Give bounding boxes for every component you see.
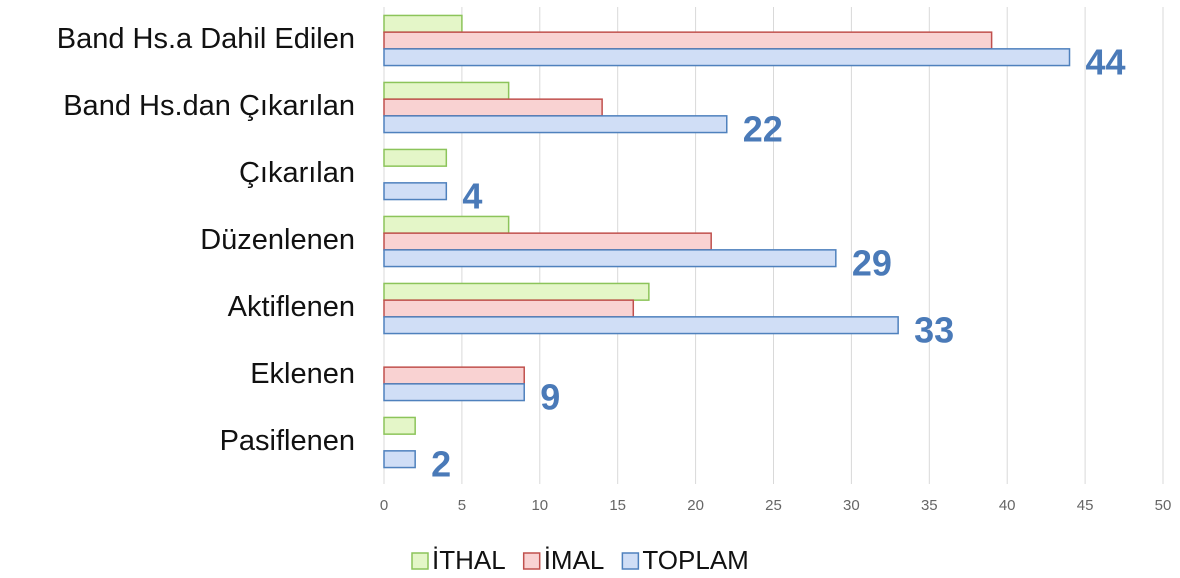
legend-label: TOPLAM	[642, 545, 748, 575]
category-label: Band Hs.a Dahil Edilen	[57, 23, 355, 55]
bar	[383, 182, 448, 201]
category-label: Aktiflenen	[228, 291, 355, 323]
bar	[383, 316, 899, 335]
legend-swatch	[522, 552, 541, 570]
bar	[383, 48, 1071, 67]
data-label: 4	[462, 176, 482, 217]
bar	[383, 366, 525, 385]
x-tick-label: 40	[999, 497, 1016, 514]
category-label: Band Hs.dan Çıkarılan	[63, 90, 355, 122]
bar	[383, 14, 463, 33]
bar	[383, 81, 510, 100]
bar	[383, 282, 650, 301]
legend-swatch	[621, 552, 640, 570]
x-tick-label: 50	[1155, 497, 1172, 514]
x-tick-label: 15	[609, 497, 626, 514]
bar	[383, 148, 448, 167]
x-tick-label: 10	[531, 497, 548, 514]
x-tick-label: 0	[380, 497, 388, 514]
bar	[383, 232, 712, 251]
bar	[383, 299, 635, 318]
data-label: 2	[431, 444, 451, 485]
x-tick-label: 25	[765, 497, 782, 514]
x-tick-label: 20	[687, 497, 704, 514]
legend-swatch	[411, 552, 429, 570]
bar	[383, 416, 416, 435]
x-tick-label: 30	[843, 497, 860, 514]
bar	[383, 383, 525, 402]
data-label: 44	[1086, 42, 1126, 83]
category-label: Çıkarılan	[239, 157, 355, 189]
bar	[383, 98, 603, 117]
category-label: Eklenen	[250, 358, 355, 390]
data-label: 33	[914, 310, 954, 351]
bar	[383, 450, 416, 469]
bar	[383, 115, 728, 134]
x-tick-label: 35	[921, 497, 938, 514]
bar	[383, 215, 510, 234]
category-label: Düzenlenen	[200, 224, 355, 256]
category-label: Pasiflenen	[220, 425, 355, 457]
bar	[383, 249, 837, 268]
data-label: 29	[852, 243, 892, 284]
data-label: 9	[540, 377, 560, 418]
data-label: 22	[743, 109, 783, 150]
x-tick-label: 5	[458, 497, 466, 514]
bar	[383, 31, 993, 50]
x-tick-label: 45	[1077, 497, 1094, 514]
legend-label: İMAL	[544, 545, 605, 575]
legend-label: İTHAL	[432, 545, 506, 575]
